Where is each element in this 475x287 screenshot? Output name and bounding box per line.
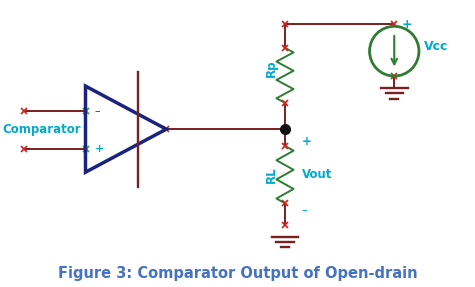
- Text: RL: RL: [265, 166, 278, 183]
- Text: +: +: [95, 144, 104, 154]
- Text: +: +: [401, 18, 412, 31]
- Text: Vout: Vout: [302, 168, 332, 181]
- Text: Vcc: Vcc: [424, 40, 448, 53]
- Text: +: +: [302, 135, 312, 148]
- Text: –: –: [302, 204, 307, 217]
- Text: Figure 3: Comparator Output of Open-drain: Figure 3: Comparator Output of Open-drai…: [57, 266, 418, 281]
- Text: –: –: [95, 106, 100, 116]
- Text: Comparator: Comparator: [2, 123, 81, 136]
- Text: Rp: Rp: [265, 59, 278, 77]
